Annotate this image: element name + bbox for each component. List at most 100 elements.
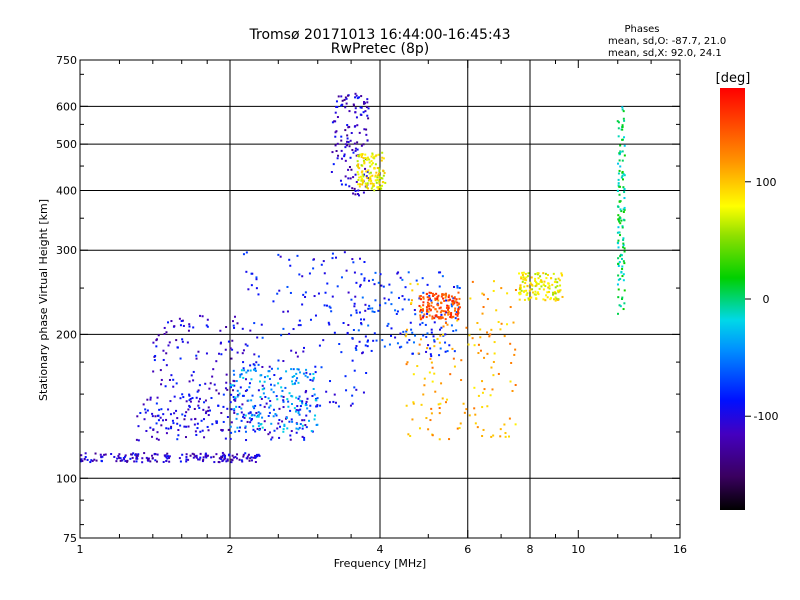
data-point — [433, 340, 436, 343]
data-point — [267, 397, 270, 400]
data-point — [221, 451, 224, 454]
data-point — [346, 124, 349, 127]
data-point — [280, 377, 283, 380]
data-point — [519, 284, 522, 287]
data-point — [295, 396, 298, 399]
data-point — [229, 401, 232, 404]
data-point — [374, 155, 377, 158]
data-point — [514, 348, 517, 351]
data-point — [232, 396, 235, 399]
data-point — [431, 292, 434, 295]
data-point — [483, 388, 486, 391]
data-point — [133, 460, 136, 463]
data-point — [336, 157, 339, 160]
data-point — [220, 412, 223, 415]
data-point — [229, 384, 232, 387]
data-point — [360, 106, 363, 109]
data-point — [428, 294, 431, 297]
data-point — [238, 430, 241, 433]
data-point — [425, 417, 428, 420]
data-point — [486, 331, 489, 334]
data-point — [257, 411, 260, 414]
data-point — [438, 307, 441, 310]
data-point — [357, 189, 360, 192]
data-point — [476, 426, 479, 429]
data-point — [471, 280, 474, 283]
data-point — [382, 169, 385, 172]
data-point — [500, 322, 503, 325]
data-point — [428, 302, 431, 305]
data-point — [273, 374, 276, 377]
data-point — [422, 297, 425, 300]
data-point — [396, 342, 399, 345]
data-point — [289, 264, 292, 267]
data-point — [215, 360, 218, 363]
data-point — [508, 417, 511, 420]
data-point — [534, 273, 537, 276]
data-point — [371, 310, 374, 313]
data-point — [294, 382, 297, 385]
data-point — [246, 420, 249, 423]
data-point — [225, 460, 228, 463]
data-point — [504, 435, 507, 438]
y-tick-label: 600 — [56, 100, 77, 113]
data-point — [185, 425, 188, 428]
data-point — [512, 321, 515, 324]
data-point — [547, 286, 550, 289]
data-point — [192, 379, 195, 382]
data-point — [623, 250, 626, 253]
data-point — [250, 378, 253, 381]
data-point — [617, 288, 620, 291]
data-point — [197, 400, 200, 403]
data-point — [442, 333, 445, 336]
data-point — [280, 334, 283, 337]
data-point — [453, 302, 456, 305]
data-point — [363, 101, 366, 104]
data-point — [356, 97, 359, 100]
data-point — [167, 321, 170, 324]
data-point — [514, 423, 517, 426]
data-point — [446, 323, 449, 326]
data-point — [277, 253, 280, 256]
data-point — [118, 456, 121, 459]
data-point — [367, 187, 370, 190]
data-point — [233, 398, 236, 401]
data-point — [423, 313, 426, 316]
data-point — [344, 96, 347, 99]
data-point — [375, 339, 378, 342]
data-point — [367, 169, 370, 172]
data-point — [269, 399, 272, 402]
data-point — [298, 426, 301, 429]
data-point — [261, 388, 264, 391]
data-point — [248, 382, 251, 385]
data-point — [261, 416, 264, 419]
data-point — [529, 281, 532, 284]
data-point — [379, 186, 382, 189]
data-point — [314, 399, 317, 402]
data-point — [473, 344, 476, 347]
y-tick-label: 100 — [56, 472, 77, 485]
data-point — [250, 419, 253, 422]
data-point — [396, 272, 399, 275]
data-point — [618, 159, 621, 162]
data-point — [353, 271, 356, 274]
data-point — [149, 396, 152, 399]
data-point — [482, 428, 485, 431]
data-point — [363, 161, 366, 164]
data-point — [436, 310, 439, 313]
data-point — [422, 291, 425, 294]
data-point — [290, 403, 293, 406]
data-point — [232, 379, 235, 382]
data-point — [419, 316, 422, 319]
data-point — [356, 160, 359, 163]
data-point — [348, 110, 351, 113]
data-point — [381, 156, 384, 159]
data-points — [79, 92, 626, 464]
data-point — [89, 461, 92, 464]
data-point — [261, 384, 264, 387]
data-point — [618, 220, 621, 223]
data-point — [365, 184, 368, 187]
data-point — [454, 313, 457, 316]
data-point — [187, 329, 190, 332]
data-point — [255, 415, 258, 418]
